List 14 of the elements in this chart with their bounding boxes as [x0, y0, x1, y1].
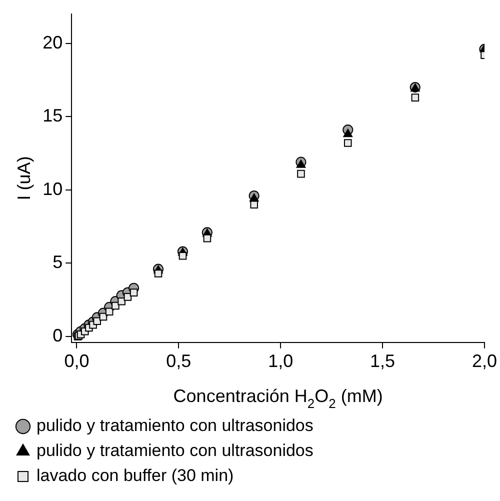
x-tick-label: 0,0 [64, 351, 90, 372]
y-tick-label: 10 [42, 178, 63, 199]
y-tick-label: 0 [52, 326, 63, 346]
x-tick-label: 2,0 [472, 351, 498, 372]
y-tick-label: 15 [42, 106, 63, 126]
x-tick-label: 0,5 [166, 351, 192, 372]
y-axis-title: I (uA) [14, 156, 34, 200]
x-tick-label: 1,5 [370, 351, 396, 372]
legend-label: pulido y tratamiento con ultrasonidos [36, 441, 314, 460]
y-tick-label: 20 [42, 32, 63, 52]
y-tick-label: 5 [52, 252, 63, 272]
legend-label: pulido y tratamiento con ultrasonidos [36, 416, 314, 436]
legend-label: lavado con buffer (30 min) [36, 466, 234, 486]
x-tick-label: 1,0 [268, 351, 294, 372]
